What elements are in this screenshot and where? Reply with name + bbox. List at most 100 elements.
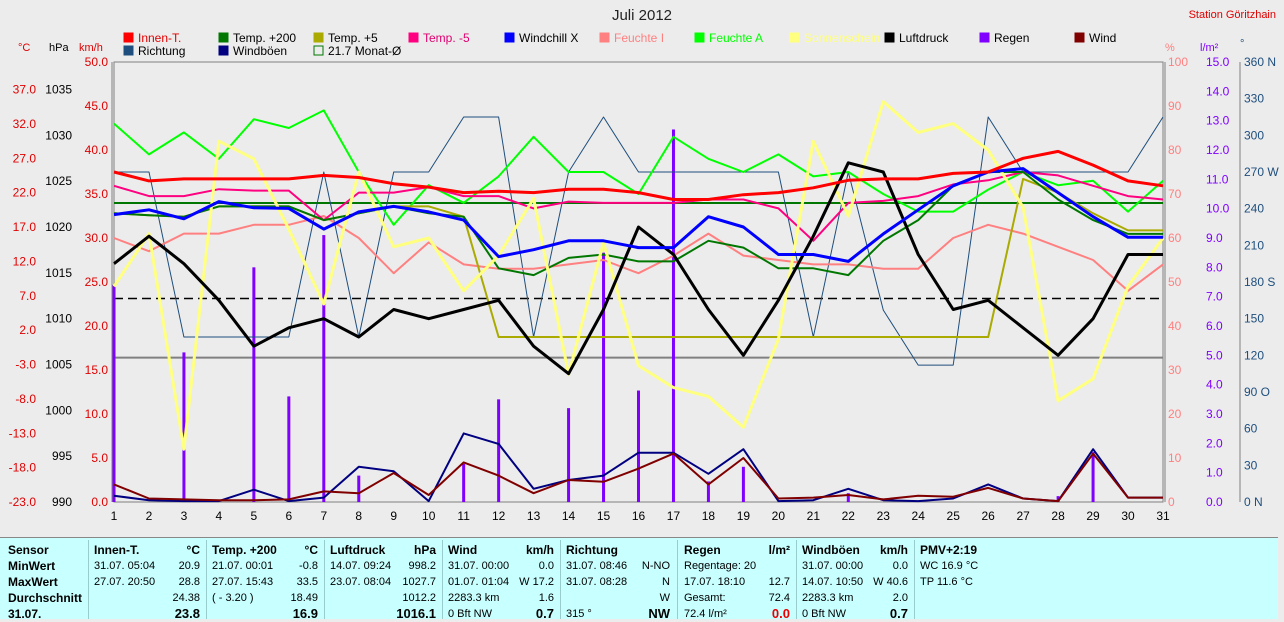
innen-min-time: 31.07. 05:04: [94, 560, 156, 572]
series-line-temp-5: [113, 171, 1164, 242]
rain-tick-label: 0.0: [1206, 495, 1223, 509]
pressure-min-value: 998.2: [408, 560, 436, 572]
wind-tick-label: 5.0: [91, 451, 108, 465]
legend-swatch: [123, 32, 134, 43]
innen-title: Innen-T.: [94, 543, 140, 557]
innen-unit: °C: [186, 543, 200, 557]
x-tick-label: 15: [597, 509, 611, 523]
direction-tick-label: 150: [1244, 312, 1264, 326]
percent-tick-label: 50: [1168, 275, 1182, 289]
unit-temp: °C: [18, 42, 30, 54]
x-tick-label: 31: [1156, 509, 1170, 523]
wind-tick-label: 25.0: [85, 275, 109, 289]
legend-swatch: [313, 45, 324, 56]
temp200-max-value: 33.5: [296, 576, 318, 588]
direction-tick-label: 180 S: [1244, 275, 1275, 289]
pressure-tick-label: 995: [52, 449, 72, 463]
temp-tick-label: -8.0: [15, 392, 36, 406]
x-tick-label: 10: [422, 509, 436, 523]
legend-label: Temp. -5: [423, 31, 470, 45]
rain-bar: [112, 284, 116, 502]
percent-tick-label: 80: [1168, 143, 1182, 157]
x-tick-label: 4: [216, 509, 223, 523]
rain-tick-label: 6.0: [1206, 319, 1223, 333]
pmv-tp: TP 11.6 °C: [920, 576, 973, 588]
x-tick-label: 1: [111, 509, 118, 523]
legend-label: Richtung: [138, 44, 185, 58]
series-line-luftdruck: [113, 161, 1163, 376]
pressure-tick-label: 1015: [45, 266, 72, 280]
legend-swatch: [504, 32, 515, 43]
rain-bar: [706, 481, 710, 502]
direction-tick-label: 360 N: [1244, 55, 1276, 69]
direction-tick-label: 60: [1244, 422, 1258, 436]
x-tick-label: 11: [457, 509, 470, 523]
pressure-tick-label: 990: [52, 495, 72, 509]
dir-title: Richtung: [566, 543, 618, 557]
gusts-max-value: W 40.6: [873, 576, 908, 588]
rain-bar: [1091, 452, 1095, 502]
series-line-wind: [113, 452, 1163, 503]
rain-tick-label: 7.0: [1206, 290, 1223, 304]
rain-total-value: 72.4: [768, 592, 790, 604]
pressure-min-time: 14.07. 09:24: [330, 560, 392, 572]
temp-tick-label: 7.0: [19, 289, 36, 303]
dir-today-value: NW: [648, 606, 670, 621]
x-tick-label: 5: [251, 509, 258, 523]
direction-tick-label: 240: [1244, 202, 1264, 216]
gusts-min-value: 0.0: [892, 560, 908, 572]
unit-percent: %: [1165, 42, 1175, 54]
pressure-tick-label: 1000: [45, 403, 72, 417]
x-tick-label: 29: [1086, 509, 1100, 523]
rain-total-label: Gesamt:: [684, 592, 726, 604]
rain-bars: [112, 129, 1095, 503]
dir-avg-value: W: [659, 592, 670, 604]
direction-tick-label: 120: [1244, 348, 1264, 362]
x-tick-label: 22: [842, 509, 856, 523]
rain-bar: [637, 390, 640, 502]
temp-tick-label: 37.0: [13, 83, 37, 97]
pressure-tick-label: 1025: [45, 174, 72, 188]
x-tick-label: 6: [285, 509, 292, 523]
rain-tick-label: 8.0: [1206, 260, 1223, 274]
legend-swatch: [884, 32, 895, 43]
legend-label: 21.7 Monat-Ø: [328, 44, 401, 58]
rain-title: Regen: [684, 543, 721, 557]
rain-tick-label: 9.0: [1206, 231, 1223, 245]
temp-tick-label: 17.0: [13, 220, 37, 234]
series-line-innen-t-: [113, 149, 1164, 201]
percent-tick-label: 70: [1168, 187, 1182, 201]
legend-label: Luftdruck: [899, 31, 949, 45]
wind-min-time: 31.07. 00:00: [448, 560, 510, 572]
rain-tick-label: 2.0: [1206, 436, 1223, 450]
legend-swatch: [218, 32, 229, 43]
legend-swatch: [123, 45, 134, 56]
rain-bar: [1056, 496, 1060, 502]
legend-label: Temp. +5: [328, 31, 378, 45]
series-line-sonnenschein: [112, 100, 1165, 451]
x-tick-label: 19: [737, 509, 751, 523]
wind-tick-label: 30.0: [85, 231, 109, 245]
unit-pressure: hPa: [49, 42, 69, 54]
temp-tick-label: -23.0: [9, 495, 37, 509]
rain-tick-label: 5.0: [1206, 348, 1223, 362]
legend-label: Sonnenschein: [804, 31, 880, 45]
x-tick-label: 2: [146, 509, 153, 523]
rain-bar: [182, 352, 186, 502]
dir-min-time: 31.07. 08:46: [566, 560, 628, 572]
pmv-title: PMV+2:19: [920, 543, 978, 557]
legend-swatch: [979, 32, 990, 43]
legend-label: Feuchte I: [614, 31, 664, 45]
wind-tick-label: 0.0: [91, 495, 108, 509]
stats-pressure: Luftdruck hPa 14.07. 09:24 998.2 23.07. 08…: [330, 542, 436, 622]
legend-label: Innen-T.: [138, 31, 181, 45]
legend-swatch: [694, 32, 705, 43]
legend-label: Feuchte A: [709, 31, 763, 45]
direction-tick-label: 300: [1244, 128, 1264, 142]
percent-tick-label: 30: [1168, 363, 1182, 377]
legend-swatch: [313, 32, 324, 43]
legend: Innen-T. Temp. +200 Temp. +5 Temp. -5 Windch…: [123, 31, 1116, 58]
x-tick-label: 9: [390, 509, 397, 523]
pressure-today-value: 1016.1: [396, 606, 436, 621]
rain-max-value: 12.7: [768, 576, 790, 588]
